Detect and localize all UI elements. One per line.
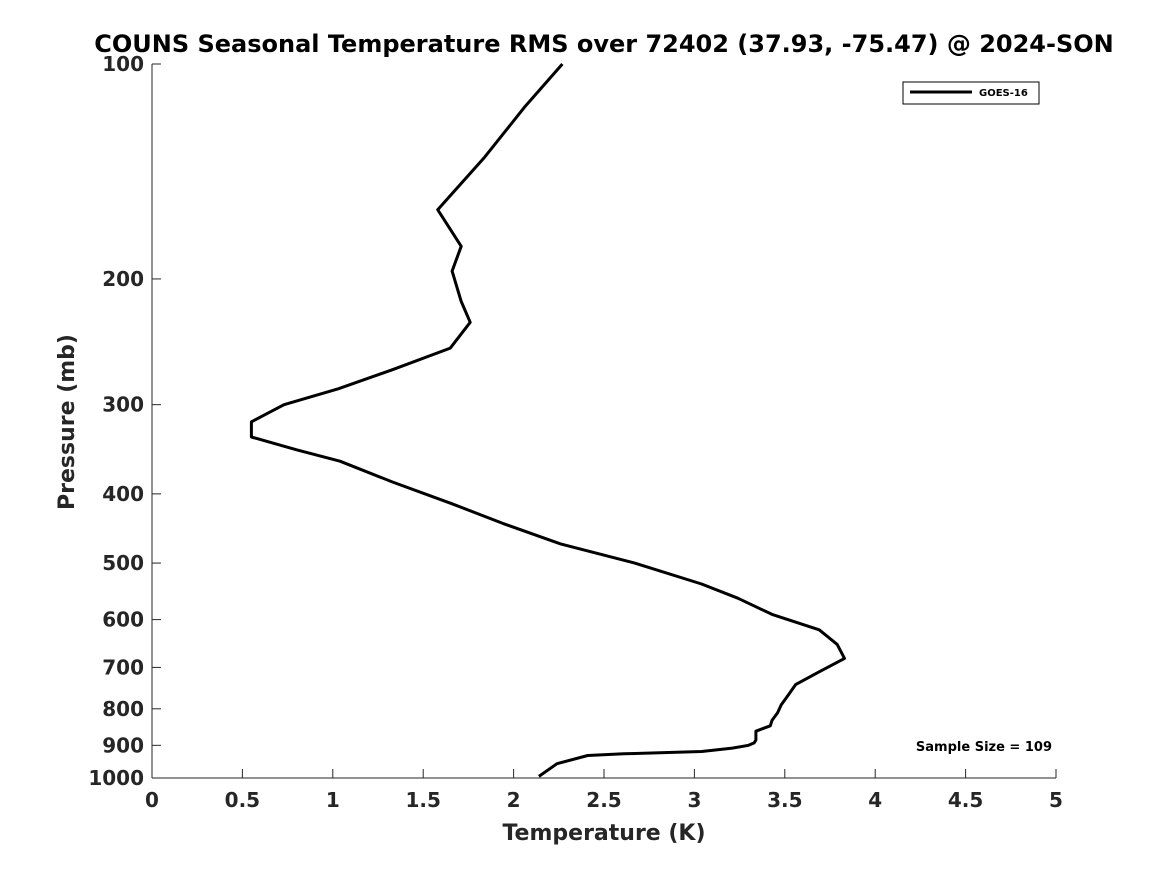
y-tick-label: 1000 xyxy=(88,766,144,790)
y-tick-label: 100 xyxy=(102,52,144,76)
legend-label-goes16: GOES-16 xyxy=(979,88,1028,99)
y-tick-label: 300 xyxy=(102,393,144,417)
y-tick-label: 700 xyxy=(102,655,144,679)
y-axis-label: Pressure (mb) xyxy=(55,334,80,510)
chart-title: COUNS Seasonal Temperature RMS over 7240… xyxy=(94,30,1114,58)
y-tick-label: 200 xyxy=(102,267,144,291)
y-tick-label: 500 xyxy=(102,551,144,575)
x-tick-label: 2.5 xyxy=(586,788,621,812)
y-tick-label: 800 xyxy=(102,697,144,721)
series-line-goes16 xyxy=(249,63,846,778)
x-tick-label: 0 xyxy=(145,788,159,812)
x-axis-label: Temperature (K) xyxy=(502,821,705,846)
y-tick-label: 400 xyxy=(102,482,144,506)
y-tick-label: 900 xyxy=(102,733,144,757)
x-tick-label: 5 xyxy=(1049,788,1063,812)
x-tick-label: 0.5 xyxy=(225,788,260,812)
sample-size-annotation: Sample Size = 109 xyxy=(916,740,1052,755)
x-tick-label: 4 xyxy=(868,788,882,812)
axis-ticks: 0 0.5 1 1.5 2 2.5 3 3.5 4 4.5 5 100 200 300 400 500 600 7… xyxy=(88,52,1063,812)
x-tick-label: 2 xyxy=(507,788,521,812)
x-tick-label: 4.5 xyxy=(948,788,983,812)
x-tick-label: 3.5 xyxy=(767,788,802,812)
series-lines xyxy=(249,63,846,778)
x-tick-label: 1 xyxy=(326,788,340,812)
legend: GOES-16 xyxy=(902,81,1040,105)
x-tick-label: 1.5 xyxy=(405,788,440,812)
y-tick-label: 600 xyxy=(102,608,144,632)
x-tick-label: 3 xyxy=(687,788,701,812)
